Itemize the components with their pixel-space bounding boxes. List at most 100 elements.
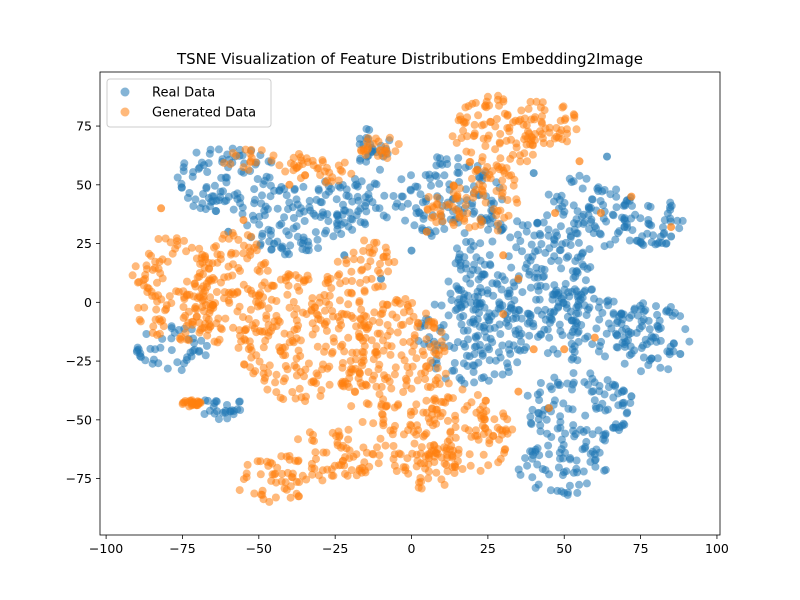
data-point (314, 471, 323, 480)
data-point (379, 421, 388, 430)
data-point (557, 126, 566, 135)
data-point (476, 466, 485, 475)
data-point (495, 165, 504, 174)
data-point (347, 267, 356, 276)
data-point (656, 324, 665, 332)
data-point (443, 467, 452, 476)
data-point (554, 463, 563, 472)
data-point (343, 471, 352, 480)
data-point (543, 325, 552, 334)
data-point (495, 298, 504, 307)
data-point (321, 306, 329, 315)
y-tick-label: 25 (76, 236, 92, 251)
data-point (588, 340, 597, 349)
data-point (590, 396, 599, 405)
data-point (272, 311, 281, 320)
data-point (456, 112, 464, 121)
data-point (348, 197, 357, 206)
data-point (282, 191, 291, 200)
data-point (590, 378, 599, 387)
data-point (509, 181, 518, 190)
data-point (375, 451, 384, 460)
data-point (635, 324, 644, 333)
legend: Real Data Generated Data (106, 78, 272, 128)
data-point (404, 469, 413, 478)
data-point (507, 303, 515, 312)
data-point (254, 291, 263, 300)
data-point (322, 297, 330, 306)
data-point (285, 338, 294, 347)
data-point (347, 466, 356, 475)
data-point (272, 322, 281, 331)
data-point (131, 262, 140, 271)
data-point (529, 169, 538, 178)
data-point (499, 251, 508, 260)
data-point (506, 233, 515, 242)
data-point (233, 195, 242, 204)
data-point (533, 282, 542, 291)
data-point (188, 172, 197, 181)
data-point (311, 448, 320, 457)
data-point (508, 150, 517, 159)
data-point (334, 176, 343, 185)
data-point (218, 234, 227, 243)
data-point (478, 185, 486, 194)
data-point (358, 265, 367, 274)
data-point (448, 132, 457, 141)
data-point (295, 478, 304, 487)
data-point (355, 369, 364, 378)
data-point (496, 206, 505, 215)
data-point (473, 300, 482, 308)
series-1-cluster-16 (178, 396, 205, 411)
data-point (212, 288, 221, 296)
data-point (253, 175, 262, 183)
data-point (403, 199, 412, 208)
data-point (235, 486, 244, 495)
plot-area-frame (99, 71, 721, 536)
data-point (302, 246, 311, 255)
data-point (609, 310, 618, 319)
data-point (550, 396, 559, 405)
data-point (557, 445, 566, 454)
data-point (523, 319, 532, 328)
data-point (228, 406, 237, 415)
data-point (667, 232, 676, 241)
data-point (373, 329, 382, 338)
data-point (525, 331, 534, 340)
data-point (225, 298, 234, 307)
data-point (315, 298, 324, 307)
data-point (596, 230, 605, 239)
data-point (567, 339, 576, 348)
data-point (348, 215, 357, 224)
data-point (586, 203, 595, 212)
data-point (236, 266, 244, 275)
data-point (362, 207, 371, 216)
data-point (566, 307, 575, 316)
data-point (236, 406, 245, 414)
data-point (433, 364, 442, 372)
data-point (444, 277, 453, 286)
data-point (202, 341, 211, 350)
series-1-cluster-6 (285, 425, 384, 485)
data-point (491, 145, 500, 154)
data-point (281, 374, 289, 383)
data-point (275, 221, 284, 230)
data-point (238, 203, 247, 212)
data-point (430, 340, 439, 349)
data-point (479, 450, 488, 459)
data-point (503, 315, 512, 324)
data-point (618, 401, 627, 410)
data-point (668, 311, 677, 320)
data-point (422, 309, 430, 318)
data-point (592, 324, 601, 333)
data-point (645, 220, 654, 229)
data-point (223, 414, 232, 423)
data-point (488, 338, 497, 347)
data-point (623, 223, 632, 232)
data-point (595, 403, 604, 412)
data-point (557, 435, 566, 444)
data-point (626, 399, 635, 407)
data-point (213, 407, 221, 416)
series-1-cluster-4 (422, 385, 517, 475)
data-point (347, 402, 356, 411)
